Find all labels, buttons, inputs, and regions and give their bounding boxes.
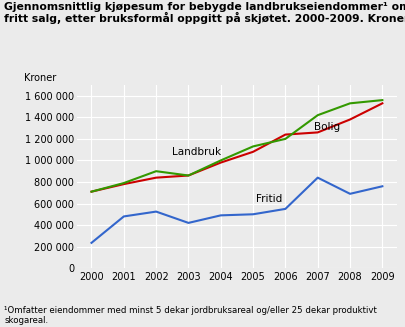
Text: Gjennomsnittlig kjøpesum for bebygde landbrukseiendommer¹ omsatt i: Gjennomsnittlig kjøpesum for bebygde lan… [4,2,405,12]
Text: Bolig: Bolig [315,122,341,132]
Text: Kroner: Kroner [24,73,56,83]
Text: ¹Omfatter eiendommer med minst 5 dekar jordbruksareal og/eller 25 dekar produkti: ¹Omfatter eiendommer med minst 5 dekar j… [4,306,377,325]
Text: Fritid: Fritid [256,195,283,204]
Text: fritt salg, etter bruksformål oppgitt på skjøtet. 2000-2009. Kroner: fritt salg, etter bruksformål oppgitt på… [4,11,405,24]
Text: Landbruk: Landbruk [172,147,222,157]
